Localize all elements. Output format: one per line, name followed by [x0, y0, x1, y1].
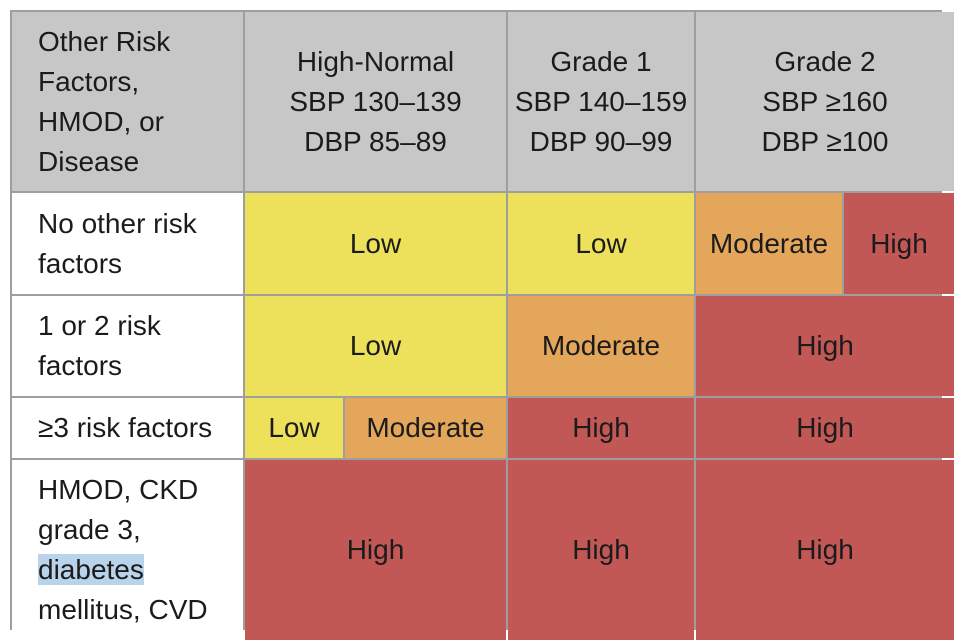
- header-line: DBP 90–99: [529, 125, 673, 157]
- header-line: High-Normal: [296, 45, 455, 77]
- header-risk-factors: Other Risk Factors, HMOD, or Disease: [12, 12, 243, 191]
- row-label-no-risk: No other risk factors: [12, 193, 243, 294]
- header-line: Factors,: [38, 65, 140, 97]
- header-line: SBP 140–159: [514, 85, 688, 117]
- row-label-line: HMOD, CKD: [38, 474, 199, 505]
- header-line: DBP 85–89: [304, 125, 447, 157]
- cell-high: High: [696, 460, 954, 640]
- header-line: Grade 1: [550, 45, 652, 77]
- cell-low: Low: [245, 296, 506, 396]
- cell-low: Low: [508, 193, 694, 294]
- header-grade-2: Grade 2 SBP ≥160 DBP ≥100: [696, 12, 954, 191]
- header-high-normal: High-Normal SBP 130–139 DBP 85–89: [245, 12, 506, 191]
- row-label-line: ≥3 risk factors: [38, 412, 213, 443]
- cell-moderate: Moderate: [508, 296, 694, 396]
- header-line: SBP ≥160: [762, 85, 888, 117]
- cell-low: Low: [245, 398, 343, 458]
- row-label-line: mellitus, CVD: [38, 594, 208, 625]
- row-label-line: factors: [38, 247, 123, 279]
- cell-high: High: [696, 296, 954, 396]
- row-label-line: No other risk: [38, 207, 197, 239]
- cell-high: High: [844, 193, 954, 294]
- header-grade-1: Grade 1 SBP 140–159 DBP 90–99: [508, 12, 694, 191]
- cell-moderate: Moderate: [345, 398, 506, 458]
- cell-low: Low: [245, 193, 506, 294]
- cell-high: High: [696, 398, 954, 458]
- header-line: SBP 130–139: [289, 85, 462, 117]
- risk-table: Other Risk Factors, HMOD, or Disease Hig…: [10, 10, 954, 640]
- row-label-3-plus-risk: ≥3 risk factors: [12, 398, 243, 458]
- cell-high: High: [245, 460, 506, 640]
- cell-high: High: [508, 460, 694, 640]
- header-line: Disease: [38, 145, 140, 177]
- cell-high: High: [508, 398, 694, 458]
- row-label-1-2-risk: 1 or 2 risk factors: [12, 296, 243, 396]
- row-label-line: 1 or 2 risk: [38, 310, 161, 341]
- row-label-line: factors: [38, 350, 123, 381]
- row-label-hmod: HMOD, CKD grade 3, diabetes mellitus, CV…: [12, 460, 243, 640]
- header-line: Grade 2: [774, 45, 876, 77]
- highlighted-text: diabetes: [38, 554, 144, 585]
- row-label-line: diabetes: [38, 550, 208, 590]
- cell-moderate: Moderate: [696, 193, 842, 294]
- header-line: Other Risk: [38, 25, 171, 57]
- header-line: HMOD, or: [38, 105, 164, 137]
- row-label-line: grade 3,: [38, 514, 141, 545]
- header-line: DBP ≥100: [761, 125, 889, 157]
